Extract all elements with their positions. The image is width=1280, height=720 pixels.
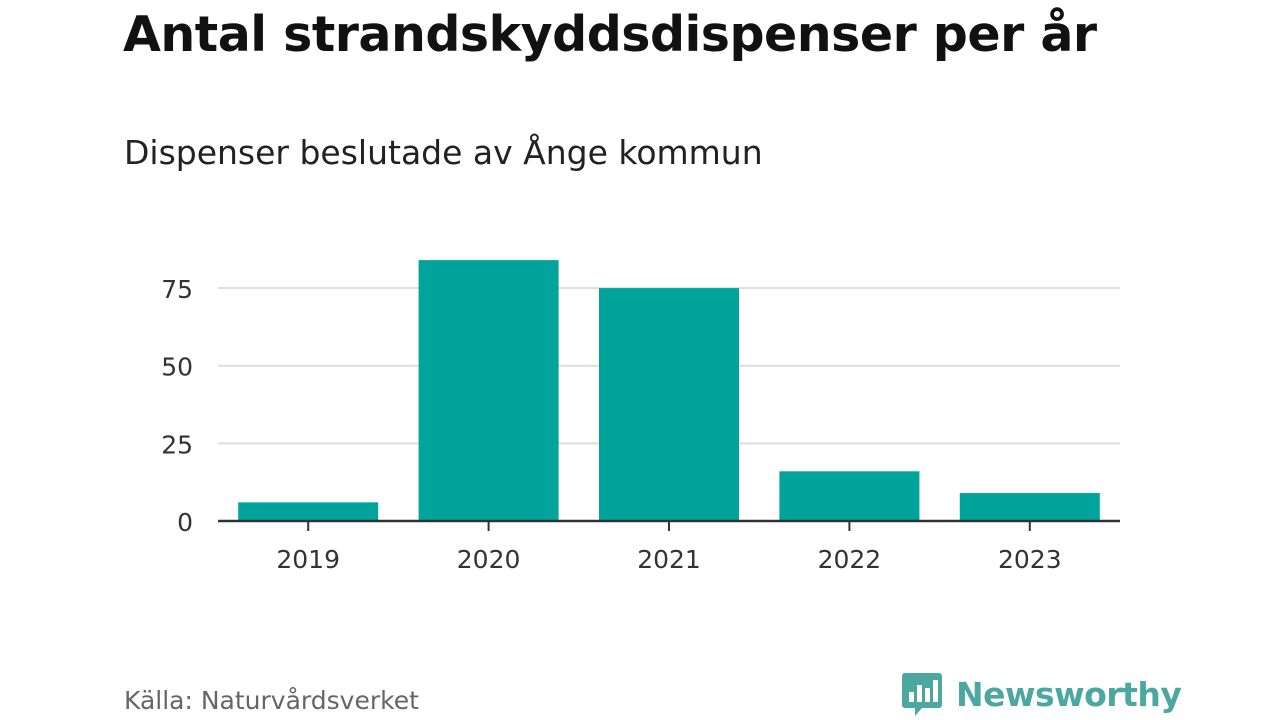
x-tick-label: 2023 [998, 545, 1062, 574]
chart-title: Antal strandskyddsdispenser per år [123, 6, 1097, 63]
y-tick-label: 50 [161, 353, 193, 382]
y-axis-ticks: 0 25 50 75 [161, 275, 193, 537]
bar-2023 [959, 493, 1100, 521]
bars [238, 260, 1100, 521]
bar-chart: 0 25 50 75 2019 2020 2021 2022 2023 [161, 260, 1120, 574]
bar-2022 [779, 471, 920, 521]
brand-name: Newsworthy [956, 674, 1182, 714]
bar-chart-speech-bubble-icon [902, 673, 942, 716]
source-note: Källa: Naturvårdsverket [124, 686, 419, 715]
x-tick-label: 2022 [818, 545, 882, 574]
x-tick-label: 2019 [276, 545, 340, 574]
y-tick-label: 0 [177, 508, 193, 537]
chart-subtitle: Dispenser beslutade av Ånge kommun [124, 133, 763, 172]
x-axis-ticks: 2019 2020 2021 2022 2023 [276, 521, 1062, 574]
x-tick-label: 2021 [637, 545, 701, 574]
bar-2021 [599, 288, 739, 521]
bar-2019 [238, 502, 379, 521]
y-tick-label: 75 [161, 275, 193, 304]
x-tick-label: 2020 [457, 545, 521, 574]
brand-logo: Newsworthy [902, 672, 1182, 716]
y-tick-label: 25 [161, 430, 193, 459]
bar-2020 [418, 260, 559, 521]
